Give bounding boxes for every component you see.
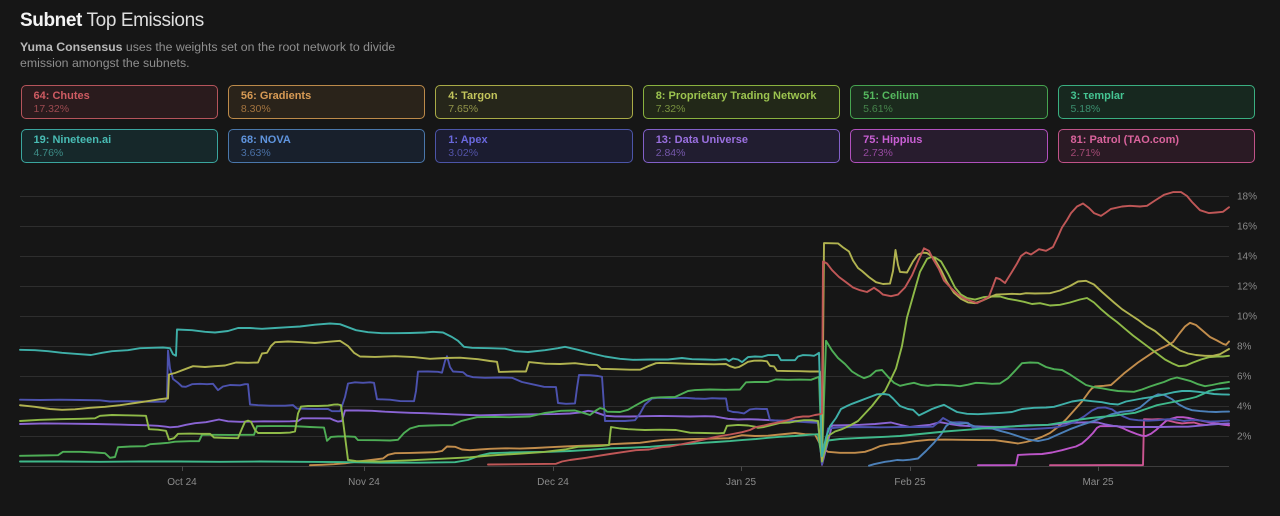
svg-text:12%: 12% xyxy=(1237,282,1257,293)
svg-text:16%: 16% xyxy=(1237,222,1257,233)
svg-text:2%: 2% xyxy=(1237,432,1252,443)
svg-text:Dec 24: Dec 24 xyxy=(537,477,569,488)
svg-text:Feb 25: Feb 25 xyxy=(894,477,926,488)
svg-text:10%: 10% xyxy=(1237,312,1257,323)
svg-text:4%: 4% xyxy=(1237,402,1252,413)
svg-text:Jan 25: Jan 25 xyxy=(726,477,756,488)
svg-text:Nov 24: Nov 24 xyxy=(348,477,380,488)
svg-text:18%: 18% xyxy=(1237,192,1257,203)
svg-text:8%: 8% xyxy=(1237,342,1252,353)
svg-text:14%: 14% xyxy=(1237,252,1257,263)
svg-text:Oct 24: Oct 24 xyxy=(167,477,197,488)
svg-text:Mar 25: Mar 25 xyxy=(1082,477,1114,488)
svg-text:6%: 6% xyxy=(1237,372,1252,383)
